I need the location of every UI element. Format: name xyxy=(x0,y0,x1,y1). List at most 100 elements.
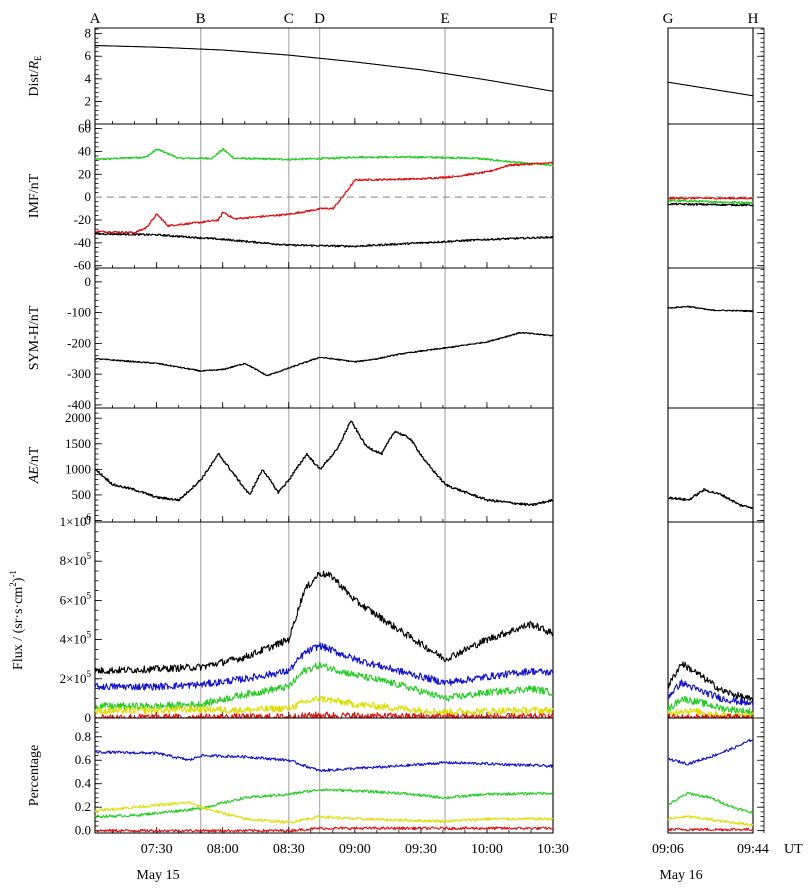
ytick-label-flux: 2×105 xyxy=(60,669,92,686)
ylabel-symh: SYM-H/nT xyxy=(27,305,42,370)
series-ae-day1 xyxy=(95,420,554,507)
ytick-label-symh: -200 xyxy=(67,335,91,350)
marker-label-C: C xyxy=(284,11,294,27)
ytick-label-pct: 0.4 xyxy=(75,776,92,791)
series-sym-h-day2 xyxy=(668,305,754,313)
series-pct-blue-day2 xyxy=(667,738,754,766)
marker-label-H: H xyxy=(748,11,759,27)
marker-label-A: A xyxy=(90,11,101,27)
ytick-label-pct: 0.8 xyxy=(75,729,91,744)
xtick-label: 09:06 xyxy=(652,842,684,857)
series-pct-green-day2 xyxy=(667,791,754,815)
ytick-label-dist: 0 xyxy=(85,116,92,131)
date-label-day1: May 15 xyxy=(136,868,179,883)
marker-label-F: F xyxy=(549,11,557,27)
series-flux-blue-day1 xyxy=(94,642,554,691)
ytick-label-pct: 0.2 xyxy=(75,799,91,814)
ytick-label-ae: 2000 xyxy=(65,410,91,425)
series-dist-day1 xyxy=(95,44,554,92)
xtick-label: 09:00 xyxy=(339,842,371,857)
frame-symh-day1 xyxy=(94,267,554,409)
series-imf-black-day2 xyxy=(668,202,754,207)
ytick-label-pct: 0.0 xyxy=(75,823,91,838)
ytick-label-symh: -300 xyxy=(67,366,91,381)
series-flux-red-day1 xyxy=(95,711,554,719)
series-pct-green-day1 xyxy=(94,787,554,819)
ytick-label-imf: 60 xyxy=(78,121,91,136)
ytick-label-imf: 20 xyxy=(78,166,91,181)
ylabel-dist: Dist/RE xyxy=(27,55,43,97)
x-unit-label: UT xyxy=(784,842,803,857)
ylabel-imf: IMF/nT xyxy=(27,173,42,218)
ytick-label-flux: 0 xyxy=(85,710,92,725)
ytick-label-symh: -400 xyxy=(67,397,91,412)
marker-label-D: D xyxy=(314,11,325,27)
series-pct-yellow-day2 xyxy=(667,815,754,827)
ylabel-flux: Flux / (sr·s·cm2)-1 xyxy=(8,570,26,670)
frame-pct-day2 xyxy=(667,717,754,834)
series-imf-green-day2 xyxy=(668,199,754,205)
ytick-label-symh: -100 xyxy=(67,305,91,320)
series-imf-black-day1 xyxy=(95,232,554,248)
ylabel-pct: Percentage xyxy=(27,745,42,806)
x-axis-labels: 07:30 08:00 08:30 09:00 09:30 10:00 10:30 09:06… xyxy=(136,842,803,883)
ytick-label-dist: 2 xyxy=(85,93,92,108)
date-label-day2: May 16 xyxy=(659,868,702,883)
ytick-label-flux: 1×106 xyxy=(60,512,92,529)
frame-imf-day2 xyxy=(667,123,754,269)
series-flux-yellow-day1 xyxy=(94,695,554,716)
ytick-label-imf: 0 xyxy=(85,189,92,204)
series-flux-black-day1 xyxy=(94,570,554,675)
ytick-label-symh: 0 xyxy=(85,274,92,289)
series-sym-h-day1 xyxy=(95,331,554,377)
ytick-label-imf: -20 xyxy=(74,212,91,227)
xtick-label: 08:30 xyxy=(273,842,305,857)
xtick-label: 10:00 xyxy=(471,842,503,857)
ytick-label-dist: 8 xyxy=(85,26,92,41)
xtick-label: 07:30 xyxy=(141,842,173,857)
xtick-label: 08:00 xyxy=(207,842,239,857)
series-imf-red-day1 xyxy=(95,161,553,234)
ytick-label-ae: 1000 xyxy=(65,461,91,476)
frame-dist-day2 xyxy=(667,27,754,125)
ytick-label-imf: 40 xyxy=(78,143,91,158)
ytick-label-imf: -60 xyxy=(74,258,91,273)
panel-dist: 0 2 4 6 8 Dist/RE xyxy=(27,26,765,131)
ytick-label-flux: 6×105 xyxy=(60,590,92,607)
marker-label-E: E xyxy=(441,11,450,27)
marker-label-B: B xyxy=(196,11,206,27)
ytick-label-pct: 0.6 xyxy=(75,752,92,767)
series-pct-red-day2 xyxy=(667,827,754,832)
series-dist-day2 xyxy=(667,81,754,97)
panel-imf: -60 -40 -20 0 20 40 60 IMF/nT xyxy=(27,121,765,273)
series-pct-blue-day1 xyxy=(94,750,554,773)
series-pct-red-day1 xyxy=(94,826,554,833)
xtick-label: 10:30 xyxy=(537,842,569,857)
ytick-label-dist: 6 xyxy=(85,48,92,63)
series-imf-red-day2 xyxy=(668,196,754,200)
series-flux-black-day2 xyxy=(667,661,754,704)
ytick-label-ae: 0 xyxy=(85,512,92,527)
panel-flux: 0 2×105 4×105 6×105 8×105 1×106 Flux / (sr·s·c… xyxy=(8,512,765,725)
series-flux-green-day2 xyxy=(667,695,754,716)
frame-pct-day1 xyxy=(94,717,554,834)
panel-pct: 0.0 0.2 0.4 0.6 0.8 Percentage xyxy=(27,717,765,838)
xtick-label: 09:44 xyxy=(737,842,769,857)
ytick-label-dist: 4 xyxy=(85,71,92,86)
ytick-label-ae: 500 xyxy=(72,487,92,502)
xtick-label: 09:30 xyxy=(405,842,437,857)
frame-symh-day2 xyxy=(667,267,754,409)
ytick-label-flux: 8×105 xyxy=(60,551,92,568)
frame-imf-day1 xyxy=(94,123,554,269)
series-flux-blue-day2 xyxy=(667,679,754,707)
frame-dist-day1 xyxy=(94,27,554,125)
series-flux-green-day1 xyxy=(94,662,554,711)
marker-label-G: G xyxy=(663,11,674,27)
frame-flux-day2 xyxy=(667,521,754,719)
ytick-label-ae: 1500 xyxy=(65,436,91,451)
ytick-label-imf: -40 xyxy=(74,235,91,250)
series-imf-green-day1 xyxy=(95,147,554,167)
ytick-label-flux: 4×105 xyxy=(60,630,92,647)
series-pct-yellow-day1 xyxy=(94,801,554,824)
